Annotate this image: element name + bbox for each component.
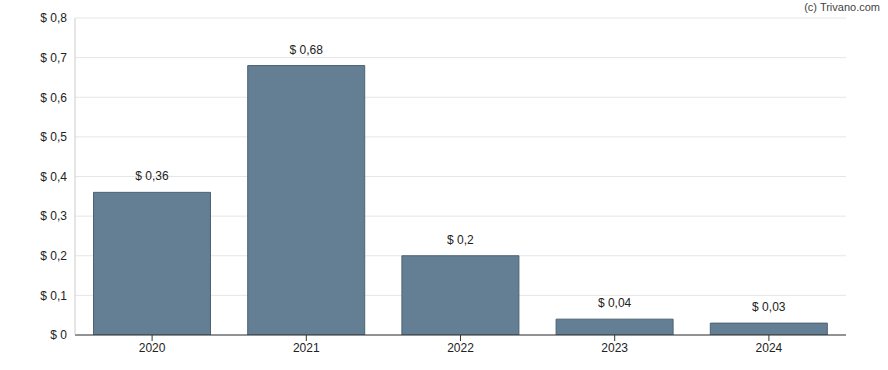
svg-text:$ 0,04: $ 0,04 xyxy=(598,296,632,310)
svg-text:2022: 2022 xyxy=(447,341,474,355)
html-text:(c) Trivano.com: (c) Trivano.com xyxy=(804,1,880,13)
svg-text:$ 0,4: $ 0,4 xyxy=(40,170,67,184)
svg-text:2020: 2020 xyxy=(139,341,166,355)
svg-text:$ 0,2: $ 0,2 xyxy=(447,233,474,247)
svg-text:2021: 2021 xyxy=(293,341,320,355)
svg-text:$ 0,8: $ 0,8 xyxy=(40,11,67,25)
svg-text:$ 0: $ 0 xyxy=(50,328,67,342)
svg-text:$ 0,3: $ 0,3 xyxy=(40,209,67,223)
svg-text:2023: 2023 xyxy=(601,341,628,355)
svg-text:$ 0,5: $ 0,5 xyxy=(40,130,67,144)
svg-text:$ 0,1: $ 0,1 xyxy=(40,289,67,303)
svg-text:$ 0,68: $ 0,68 xyxy=(290,43,324,57)
svg-text:$ 0,6: $ 0,6 xyxy=(40,91,67,105)
svg-text:$ 0,03: $ 0,03 xyxy=(752,300,786,314)
svg-text:$ 0,2: $ 0,2 xyxy=(40,249,67,263)
svg-text:$ 0,7: $ 0,7 xyxy=(40,51,67,65)
svg-text:2024: 2024 xyxy=(756,341,783,355)
svg-text:$ 0,36: $ 0,36 xyxy=(135,169,169,183)
